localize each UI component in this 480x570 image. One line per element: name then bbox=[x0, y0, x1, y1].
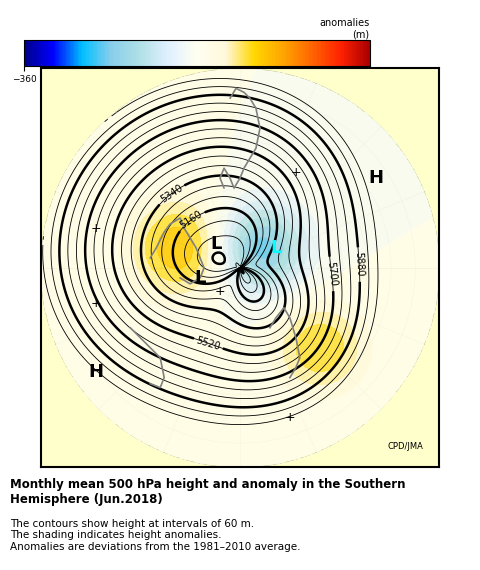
Text: +: + bbox=[91, 298, 102, 310]
Text: H: H bbox=[368, 169, 383, 187]
Text: CPD/JMA: CPD/JMA bbox=[388, 442, 423, 451]
Text: +: + bbox=[215, 286, 226, 298]
Text: 5700: 5700 bbox=[325, 261, 338, 287]
Text: The contours show height at intervals of 60 m.
The shading indicates height anom: The contours show height at intervals of… bbox=[10, 519, 300, 552]
Text: L: L bbox=[270, 239, 282, 257]
Text: anomalies
(m): anomalies (m) bbox=[319, 18, 370, 39]
Text: 5880: 5880 bbox=[353, 252, 365, 277]
Text: +: + bbox=[91, 222, 102, 234]
Text: H: H bbox=[89, 363, 104, 381]
Text: L: L bbox=[210, 235, 222, 253]
Text: L: L bbox=[194, 269, 206, 287]
Text: 5520: 5520 bbox=[195, 335, 222, 352]
Text: 5160: 5160 bbox=[178, 209, 204, 231]
Text: Monthly mean 500 hPa height and anomaly in the Southern
Hemisphere (Jun.2018): Monthly mean 500 hPa height and anomaly … bbox=[10, 478, 405, 506]
Text: +: + bbox=[285, 411, 295, 424]
Text: 5340: 5340 bbox=[158, 183, 184, 205]
Text: +: + bbox=[290, 166, 301, 178]
